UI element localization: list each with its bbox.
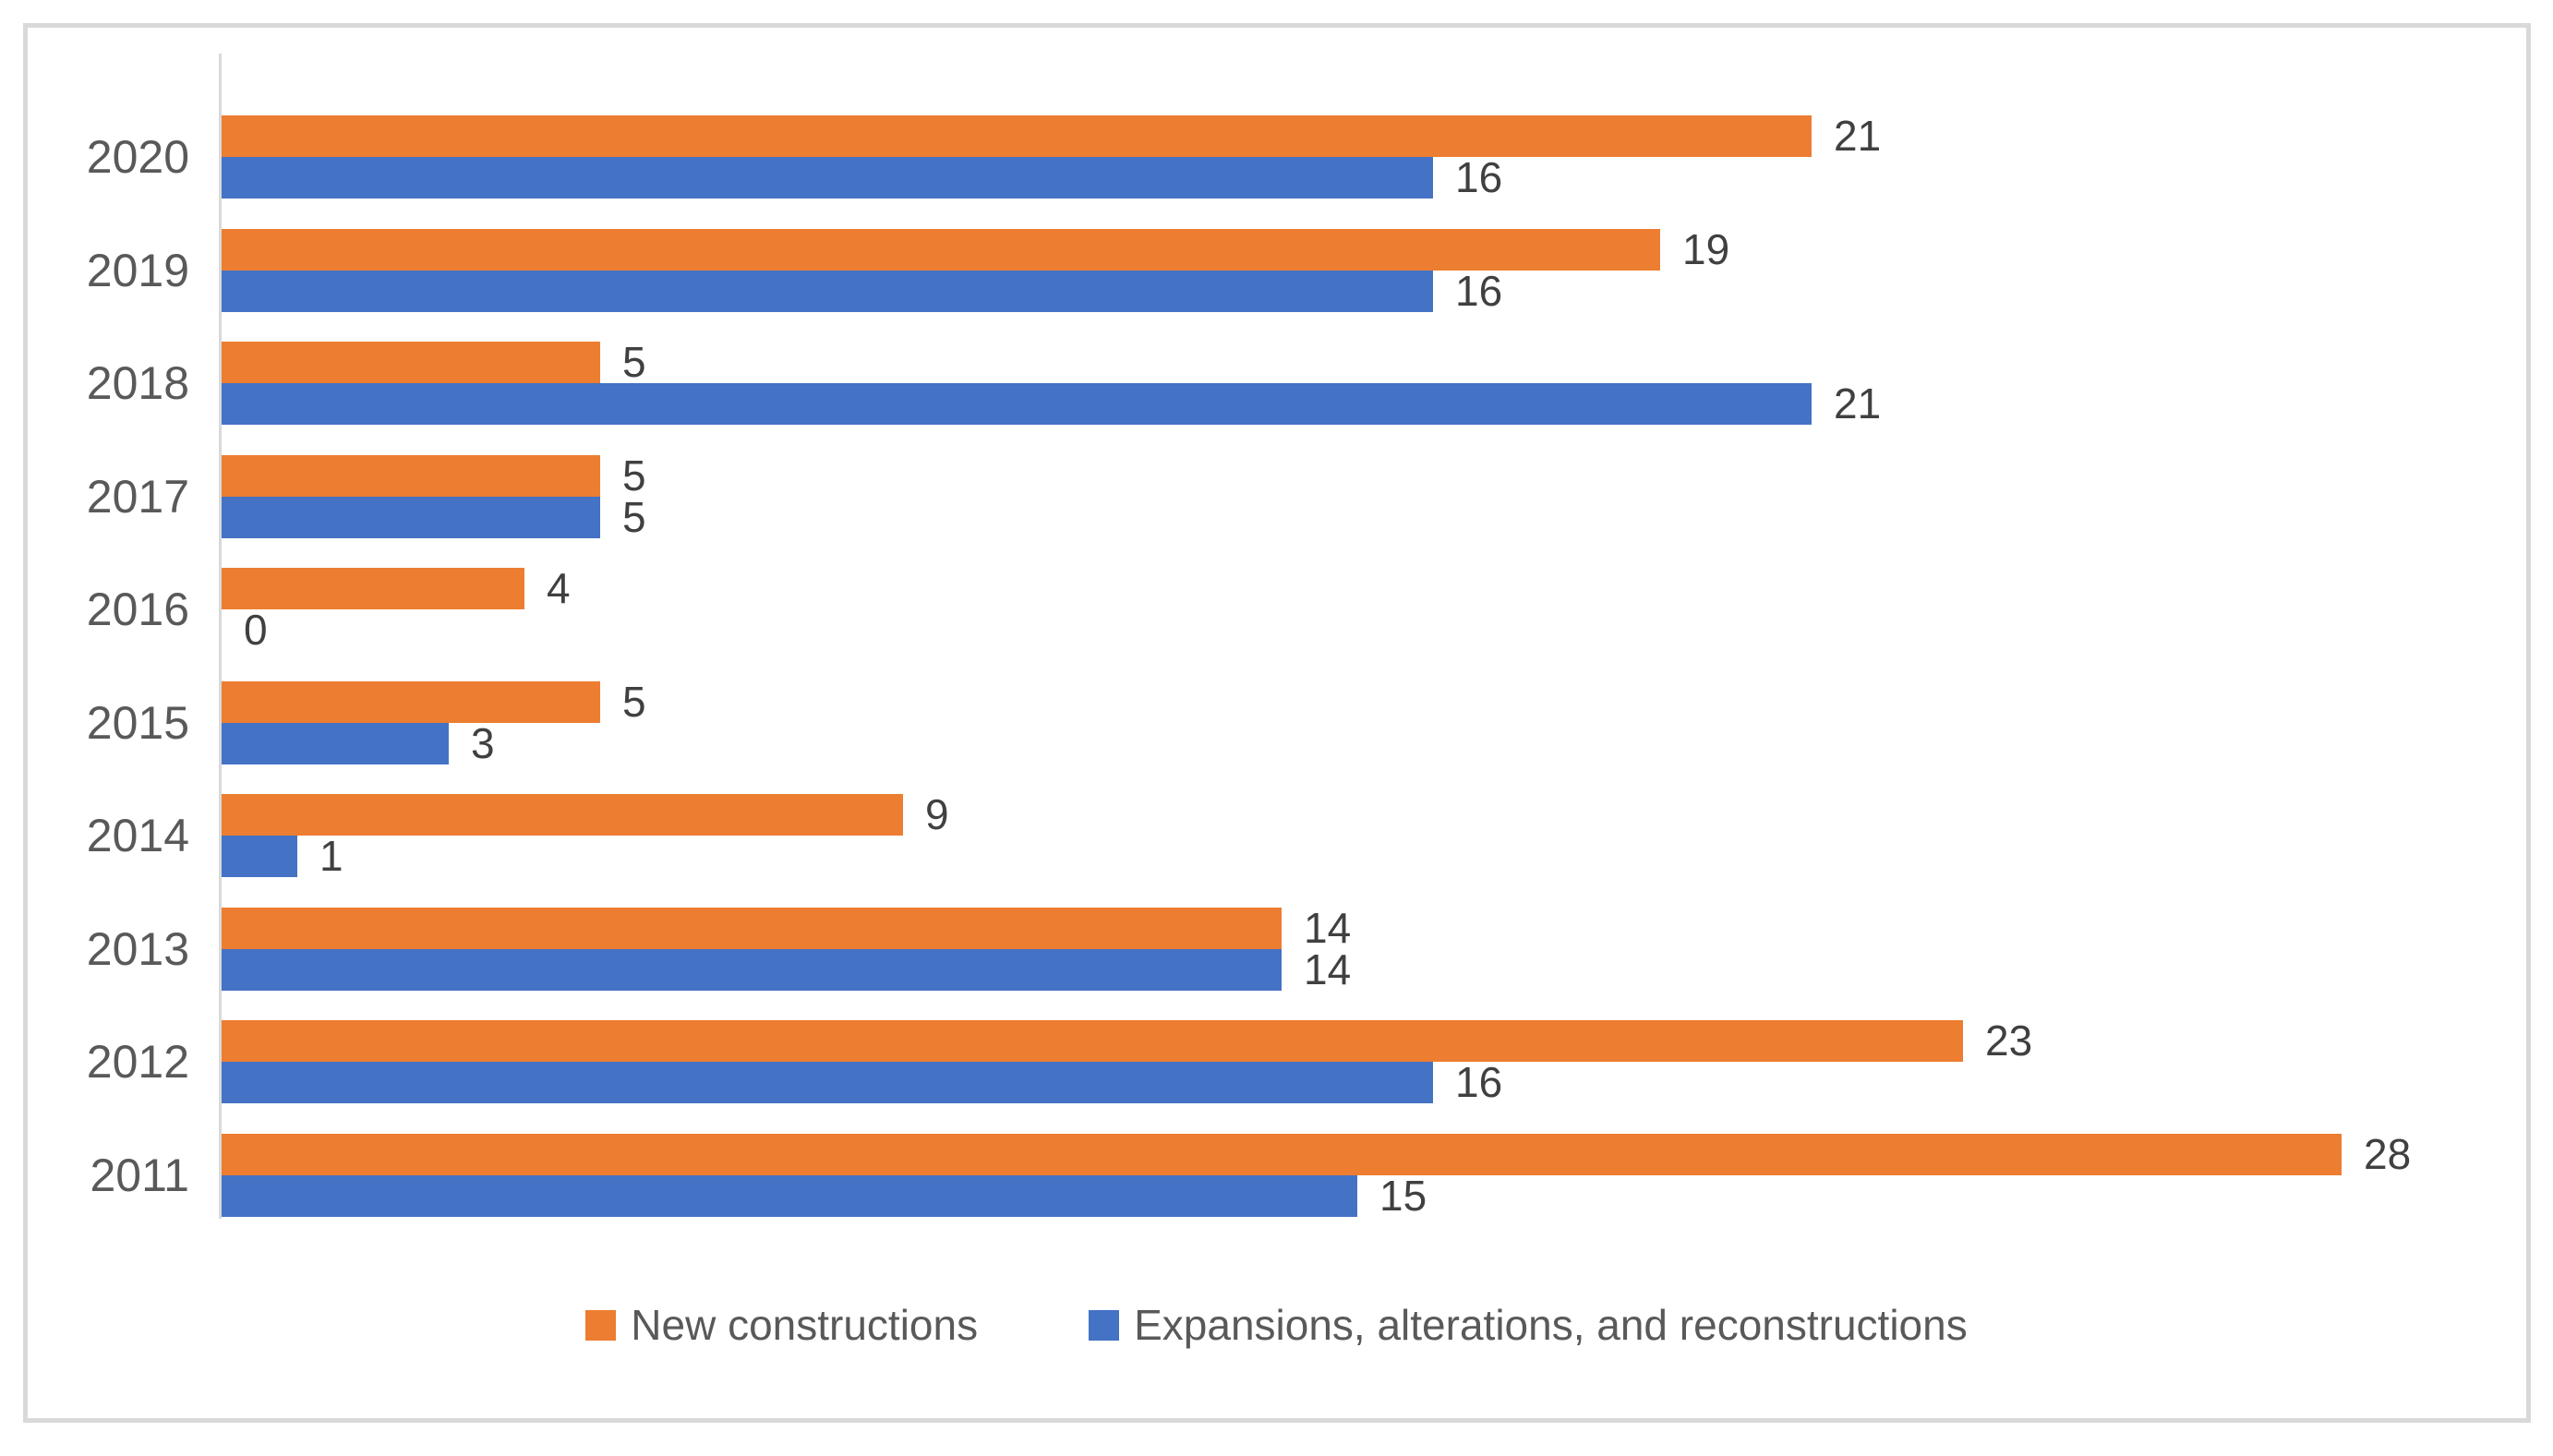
bar-new-constructions (222, 907, 1282, 949)
axis-tick-label: 2012 (86, 1036, 189, 1088)
value-label: 14 (1304, 945, 1352, 993)
bar-expansions (222, 383, 1812, 425)
legend-swatch-expansions (1089, 1309, 1120, 1341)
value-label: 28 (2364, 1129, 2412, 1178)
bar-new-constructions (222, 1133, 2342, 1175)
bar-expansions (222, 722, 449, 764)
value-label: 23 (1985, 1017, 2033, 1065)
axis-tick-label: 2020 (86, 131, 189, 183)
legend-label: Expansions, alterations, and reconstruct… (1134, 1301, 1968, 1349)
axis-tick-label: 2019 (86, 244, 189, 296)
axis-tick-label: 2014 (86, 810, 189, 861)
bar-new-constructions (222, 680, 600, 723)
axis-tick-label: 2017 (86, 470, 189, 523)
bar-expansions (222, 157, 1433, 199)
bar-expansions (222, 496, 600, 538)
bar-new-constructions (222, 1020, 1963, 1062)
bar-new-constructions (222, 115, 1812, 157)
axis-tick-label: 2015 (86, 696, 189, 749)
value-label: 5 (622, 451, 646, 499)
axis-tick-label: 2013 (86, 922, 189, 975)
bar-expansions (222, 1062, 1433, 1103)
bar-new-constructions (222, 454, 600, 497)
axis-tick-label: 2016 (86, 584, 189, 635)
legend-swatch-new-constructions (585, 1309, 617, 1341)
bar-new-constructions (222, 228, 1660, 271)
value-label: 3 (471, 718, 495, 767)
axis-tick-label: 2011 (90, 1149, 189, 1201)
value-label: 21 (1834, 379, 1882, 427)
value-label: 9 (925, 790, 949, 838)
legend-item: Expansions, alterations, and reconstruct… (1089, 1300, 1968, 1350)
legend-label: New constructions (631, 1301, 979, 1349)
bar-new-constructions (222, 794, 903, 836)
value-label: 16 (1455, 1058, 1503, 1106)
bar-expansions (222, 836, 297, 877)
value-label: 14 (1304, 903, 1352, 952)
bar-new-constructions (222, 342, 600, 383)
value-label: 15 (1379, 1171, 1427, 1220)
bar-expansions (222, 948, 1282, 991)
value-label: 16 (1455, 266, 1503, 315)
legend-item: New constructions (585, 1300, 978, 1350)
value-label: 5 (622, 677, 646, 726)
bar-new-constructions (222, 568, 524, 609)
bar-expansions (222, 1174, 1357, 1217)
y-axis-line (219, 54, 222, 1219)
value-label: 4 (547, 564, 571, 612)
bar-expansions (222, 270, 1433, 312)
legend: New constructions Expansions, alterations… (0, 1300, 2553, 1350)
value-label: 16 (1455, 153, 1503, 201)
axis-tick-label: 2018 (86, 357, 189, 409)
value-label: 19 (1682, 224, 1730, 273)
value-label: 0 (244, 606, 268, 654)
value-label: 5 (622, 492, 646, 541)
value-label: 5 (622, 338, 646, 386)
value-label: 1 (319, 832, 343, 880)
value-label: 21 (1834, 112, 1882, 160)
